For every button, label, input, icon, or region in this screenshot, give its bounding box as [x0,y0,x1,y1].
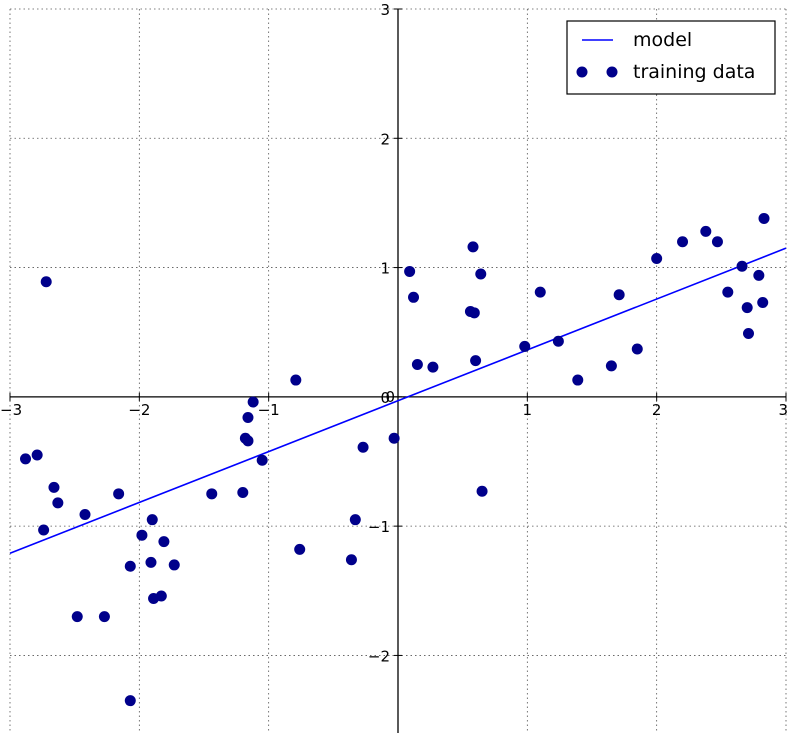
x-tick-label: 0 [385,388,395,406]
training-data-point [124,695,136,707]
training-data-point [247,396,259,408]
training-data-point [158,536,170,548]
training-data-points [20,212,770,707]
training-data-point [388,432,400,444]
training-data-point [206,488,218,500]
training-data-point [631,343,643,355]
training-data-point [145,556,157,568]
training-data-point [741,302,753,314]
training-data-point [468,307,480,319]
training-data-point [242,412,254,424]
training-data-point [349,514,361,526]
training-data-point [572,374,584,386]
training-data-point [613,289,625,301]
training-data-point [757,296,769,308]
y-tick-label: −1 [368,518,390,536]
training-data-point [742,328,754,340]
training-data-point [534,286,546,298]
training-data-point [168,559,180,571]
model-line [9,247,787,555]
training-data-point [736,260,748,272]
training-data-point [294,543,306,555]
training-data-point [519,340,531,352]
training-data-point [124,560,136,572]
y-tick-label: −2 [368,647,390,665]
x-tick-label: 1 [523,401,533,419]
training-data-point [677,236,689,248]
tick-labels: −3 −2 −1 0 1 2 3 −2 −1 0 1 2 3 [0,1,788,665]
training-data-point [427,361,439,373]
training-data-point [48,481,60,493]
training-data-point [758,212,770,224]
legend-box [566,20,776,95]
training-data-point [411,359,423,371]
x-tick-label: 2 [652,401,662,419]
training-data-point [146,514,158,526]
legend-marker-dot [576,66,588,78]
legend-model-label: model [633,29,692,51]
training-data-point [345,554,357,566]
training-data-point [408,291,420,303]
training-data-point [605,360,617,372]
training-data-point [357,441,369,453]
training-data-point [136,529,148,541]
legend-training-label: training data [633,61,755,83]
training-data-point [52,497,64,509]
y-tick-label: 0 [380,389,390,407]
y-tick-label: 1 [380,260,390,278]
x-tick-label: 3 [778,401,788,419]
y-tick-label: 3 [380,1,390,19]
training-data-point [237,487,249,499]
y-tick-label: 2 [380,130,390,148]
training-data-point [651,253,663,265]
model-line-layer [9,247,787,555]
training-data-point [467,241,479,253]
training-data-point [242,435,254,447]
legend-marker-dot [606,66,618,78]
training-data-point [700,225,712,237]
training-data-point [20,453,32,465]
training-data-point [256,454,268,466]
training-data-point [155,590,167,602]
training-data-point [552,335,564,347]
training-data-point [98,611,110,623]
training-data-point [711,236,723,248]
training-data-point [476,485,488,497]
training-data-point [71,611,83,623]
training-data-point [470,355,482,367]
training-data-point [38,524,50,536]
training-data-point [40,276,52,288]
training-data-point [404,265,416,277]
training-data-point [475,268,487,280]
training-data-point [722,286,734,298]
x-tick-label: −2 [128,401,150,419]
training-data-point [79,509,91,521]
x-tick-label: −3 [0,401,22,419]
legend: model training data [566,20,776,95]
training-data-point [290,374,302,386]
training-data-point [31,449,43,461]
training-data-point [753,269,765,281]
axes [9,8,787,733]
x-tick-label: −1 [258,401,280,419]
training-data-point [113,488,125,500]
